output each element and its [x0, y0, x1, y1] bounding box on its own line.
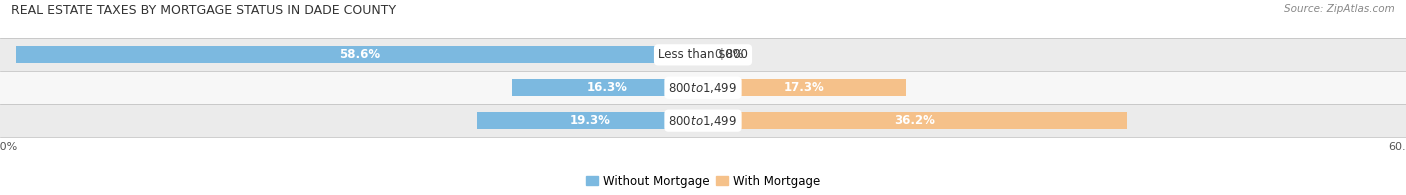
Bar: [512, 79, 703, 96]
Text: Less than $800: Less than $800: [658, 48, 748, 61]
Legend: Without Mortgage, With Mortgage: Without Mortgage, With Mortgage: [581, 170, 825, 192]
Text: REAL ESTATE TAXES BY MORTGAGE STATUS IN DADE COUNTY: REAL ESTATE TAXES BY MORTGAGE STATUS IN …: [11, 4, 396, 17]
Text: 0.0%: 0.0%: [714, 48, 744, 61]
Text: 36.2%: 36.2%: [894, 114, 935, 127]
Text: $800 to $1,499: $800 to $1,499: [668, 114, 738, 128]
Bar: [0, 38, 1406, 71]
Text: 58.6%: 58.6%: [339, 48, 380, 61]
Text: 19.3%: 19.3%: [569, 114, 610, 127]
Text: 17.3%: 17.3%: [785, 81, 825, 94]
Text: $800 to $1,499: $800 to $1,499: [668, 81, 738, 95]
Text: Source: ZipAtlas.com: Source: ZipAtlas.com: [1284, 4, 1395, 14]
Bar: [703, 112, 1128, 129]
Bar: [703, 79, 905, 96]
Bar: [0, 71, 1406, 104]
Text: 16.3%: 16.3%: [588, 81, 628, 94]
Bar: [17, 46, 703, 63]
Bar: [0, 104, 1406, 137]
Bar: [477, 112, 703, 129]
